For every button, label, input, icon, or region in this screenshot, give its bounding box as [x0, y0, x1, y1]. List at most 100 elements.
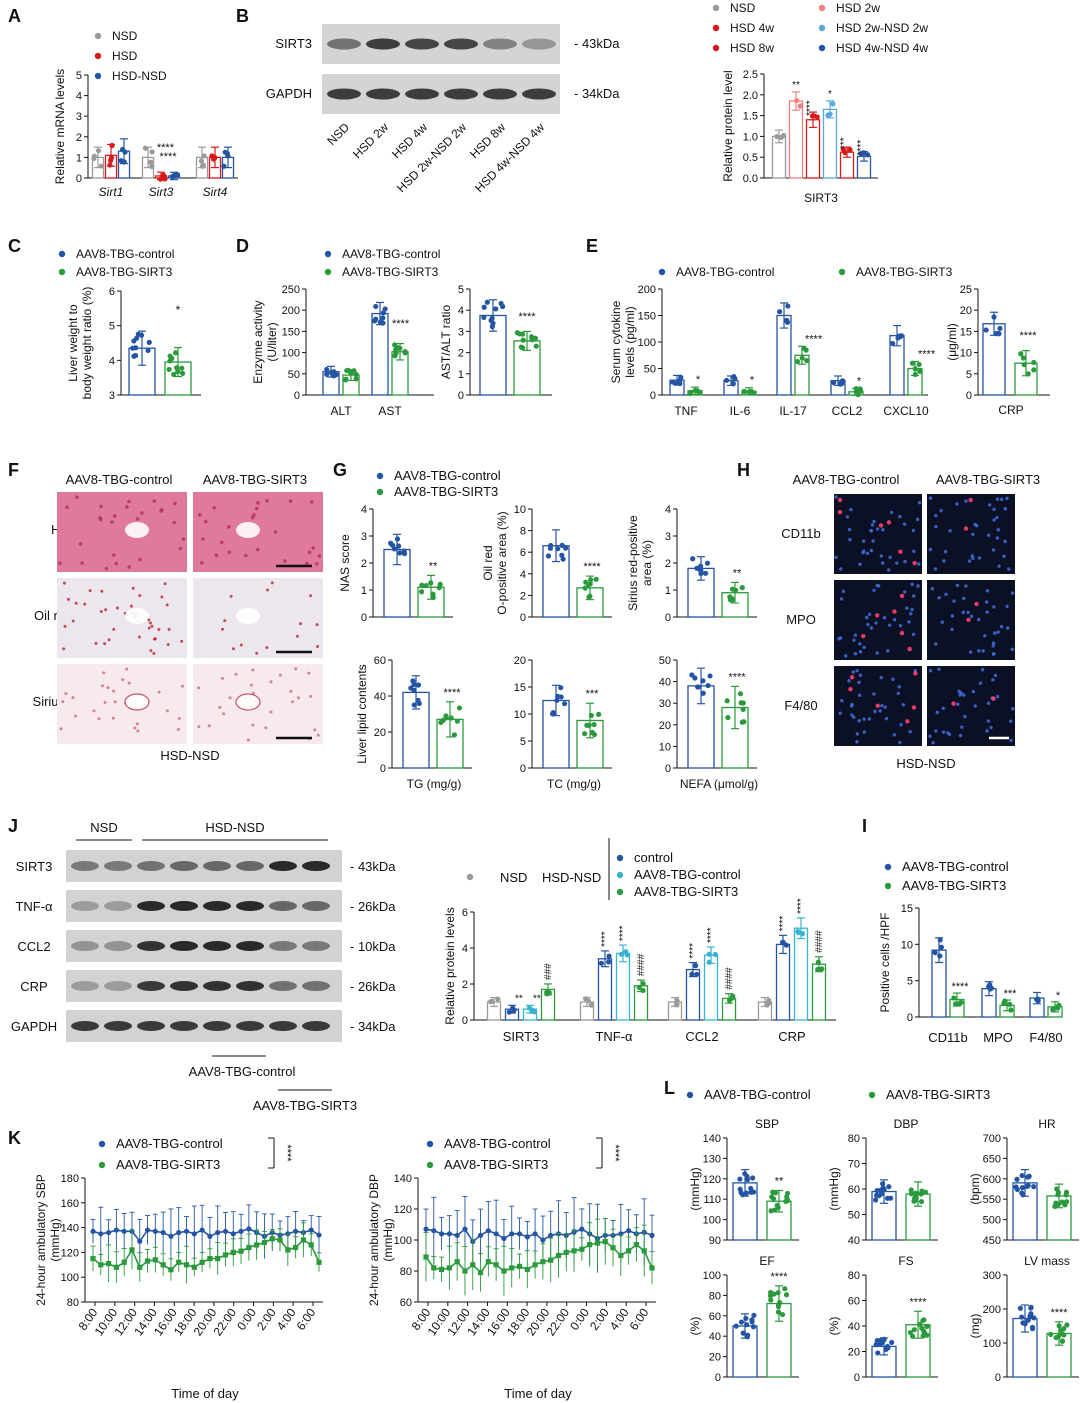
- significance-label: ***: [1004, 988, 1018, 1000]
- data-point: [767, 1289, 774, 1296]
- stain-dot: [317, 554, 322, 558]
- data-point: [727, 594, 733, 600]
- positive-cell: [968, 497, 973, 503]
- data-point: [749, 1317, 755, 1323]
- stain-dot: [112, 689, 116, 693]
- data-point: [739, 719, 745, 725]
- data-point: [423, 1226, 429, 1232]
- data-point: [706, 959, 712, 965]
- y-axis-label: (%): [827, 1317, 841, 1336]
- nucleus-dot: [902, 522, 907, 526]
- nucleus-dot: [995, 515, 999, 520]
- data-point: [814, 114, 820, 120]
- nucleus-dot: [928, 547, 933, 552]
- nucleus-dot: [991, 548, 996, 552]
- significance-label: ****: [805, 100, 816, 116]
- stain-dot: [152, 637, 156, 641]
- positive-cell: [907, 646, 912, 652]
- significance-label: *: [857, 375, 862, 387]
- data-point: [343, 376, 349, 382]
- nucleus-dot: [855, 732, 860, 736]
- nucleus-dot: [872, 588, 876, 593]
- stain-dot: [137, 635, 141, 639]
- y-axis-label: Oil red: [481, 545, 495, 580]
- stain-dot: [227, 550, 232, 555]
- nucleus-dot: [942, 559, 946, 563]
- nucleus-dot: [987, 503, 992, 507]
- y-tick-label: 2: [458, 348, 464, 360]
- stain-dot: [99, 610, 103, 614]
- nucleus-dot: [956, 702, 960, 706]
- data-point: [509, 1231, 515, 1237]
- data-point: [131, 353, 137, 359]
- data-point: [179, 365, 185, 371]
- nucleus-dot: [934, 729, 938, 733]
- panel-label-K: K: [8, 1128, 21, 1148]
- data-point: [511, 1007, 517, 1013]
- x-tick-label: CD11b: [928, 1030, 968, 1045]
- positive-cell: [849, 675, 855, 680]
- stain-dot: [178, 546, 183, 551]
- data-point: [308, 1227, 314, 1233]
- y-tick-label: 0: [854, 1372, 860, 1384]
- nucleus-dot: [858, 562, 862, 566]
- data-point: [516, 1263, 523, 1269]
- nucleus-dot: [869, 548, 873, 553]
- legend-marker: [616, 871, 624, 879]
- nucleus-dot: [849, 704, 854, 708]
- data-point: [641, 1248, 647, 1254]
- data-point: [777, 309, 783, 315]
- blot-size-label: - 26kDa: [350, 899, 396, 914]
- stain-dot: [112, 627, 116, 631]
- y-tick-label: 10: [901, 939, 913, 951]
- data-point: [610, 1245, 616, 1251]
- nucleus-dot: [991, 644, 995, 648]
- bar-tnf-α-1: [597, 958, 613, 1021]
- stain-dot: [294, 667, 298, 671]
- stain-dot: [165, 603, 169, 607]
- data-point: [636, 984, 642, 990]
- blot-band: [483, 88, 517, 100]
- significance-label: ****: [805, 333, 823, 345]
- legend-marker: [376, 472, 384, 480]
- significance-label: ****: [778, 916, 789, 932]
- blot-band: [405, 38, 439, 50]
- data-point: [146, 339, 152, 345]
- legend-marker: [324, 268, 332, 276]
- data-point: [589, 729, 595, 736]
- data-point: [768, 1208, 774, 1214]
- positive-cell: [837, 497, 843, 503]
- data-point: [916, 361, 922, 368]
- significance-label: ****: [770, 1271, 788, 1283]
- stain-dot: [222, 712, 226, 716]
- stain-dot: [254, 506, 259, 511]
- significance-label: ****: [856, 140, 867, 156]
- stain-dot: [278, 673, 282, 677]
- nucleus-dot: [992, 507, 996, 511]
- data-point: [555, 546, 561, 552]
- data-point: [493, 1231, 499, 1237]
- nucleus-dot: [962, 693, 966, 697]
- legend-marker: [838, 268, 846, 276]
- data-point: [593, 576, 599, 582]
- data-point: [402, 350, 408, 356]
- stain-dot: [228, 696, 232, 700]
- legend-marker: [818, 4, 826, 12]
- data-point: [121, 1228, 127, 1234]
- nucleus-dot: [971, 532, 975, 536]
- data-point: [778, 134, 784, 141]
- legend-label: NSD: [112, 29, 138, 43]
- data-point: [1002, 998, 1008, 1004]
- data-point: [446, 1231, 452, 1237]
- stain-dot: [239, 643, 243, 647]
- significance-label: ****: [609, 1144, 621, 1162]
- blot-band: [236, 981, 264, 991]
- positive-cell: [951, 701, 956, 706]
- y-tick-label: 6: [109, 286, 115, 298]
- data-point: [618, 1252, 624, 1259]
- data-point: [986, 983, 992, 990]
- y-tick-label: 5: [76, 70, 82, 82]
- data-point: [454, 1232, 460, 1238]
- y-tick-label: 0: [650, 390, 656, 402]
- data-point: [1026, 1173, 1032, 1179]
